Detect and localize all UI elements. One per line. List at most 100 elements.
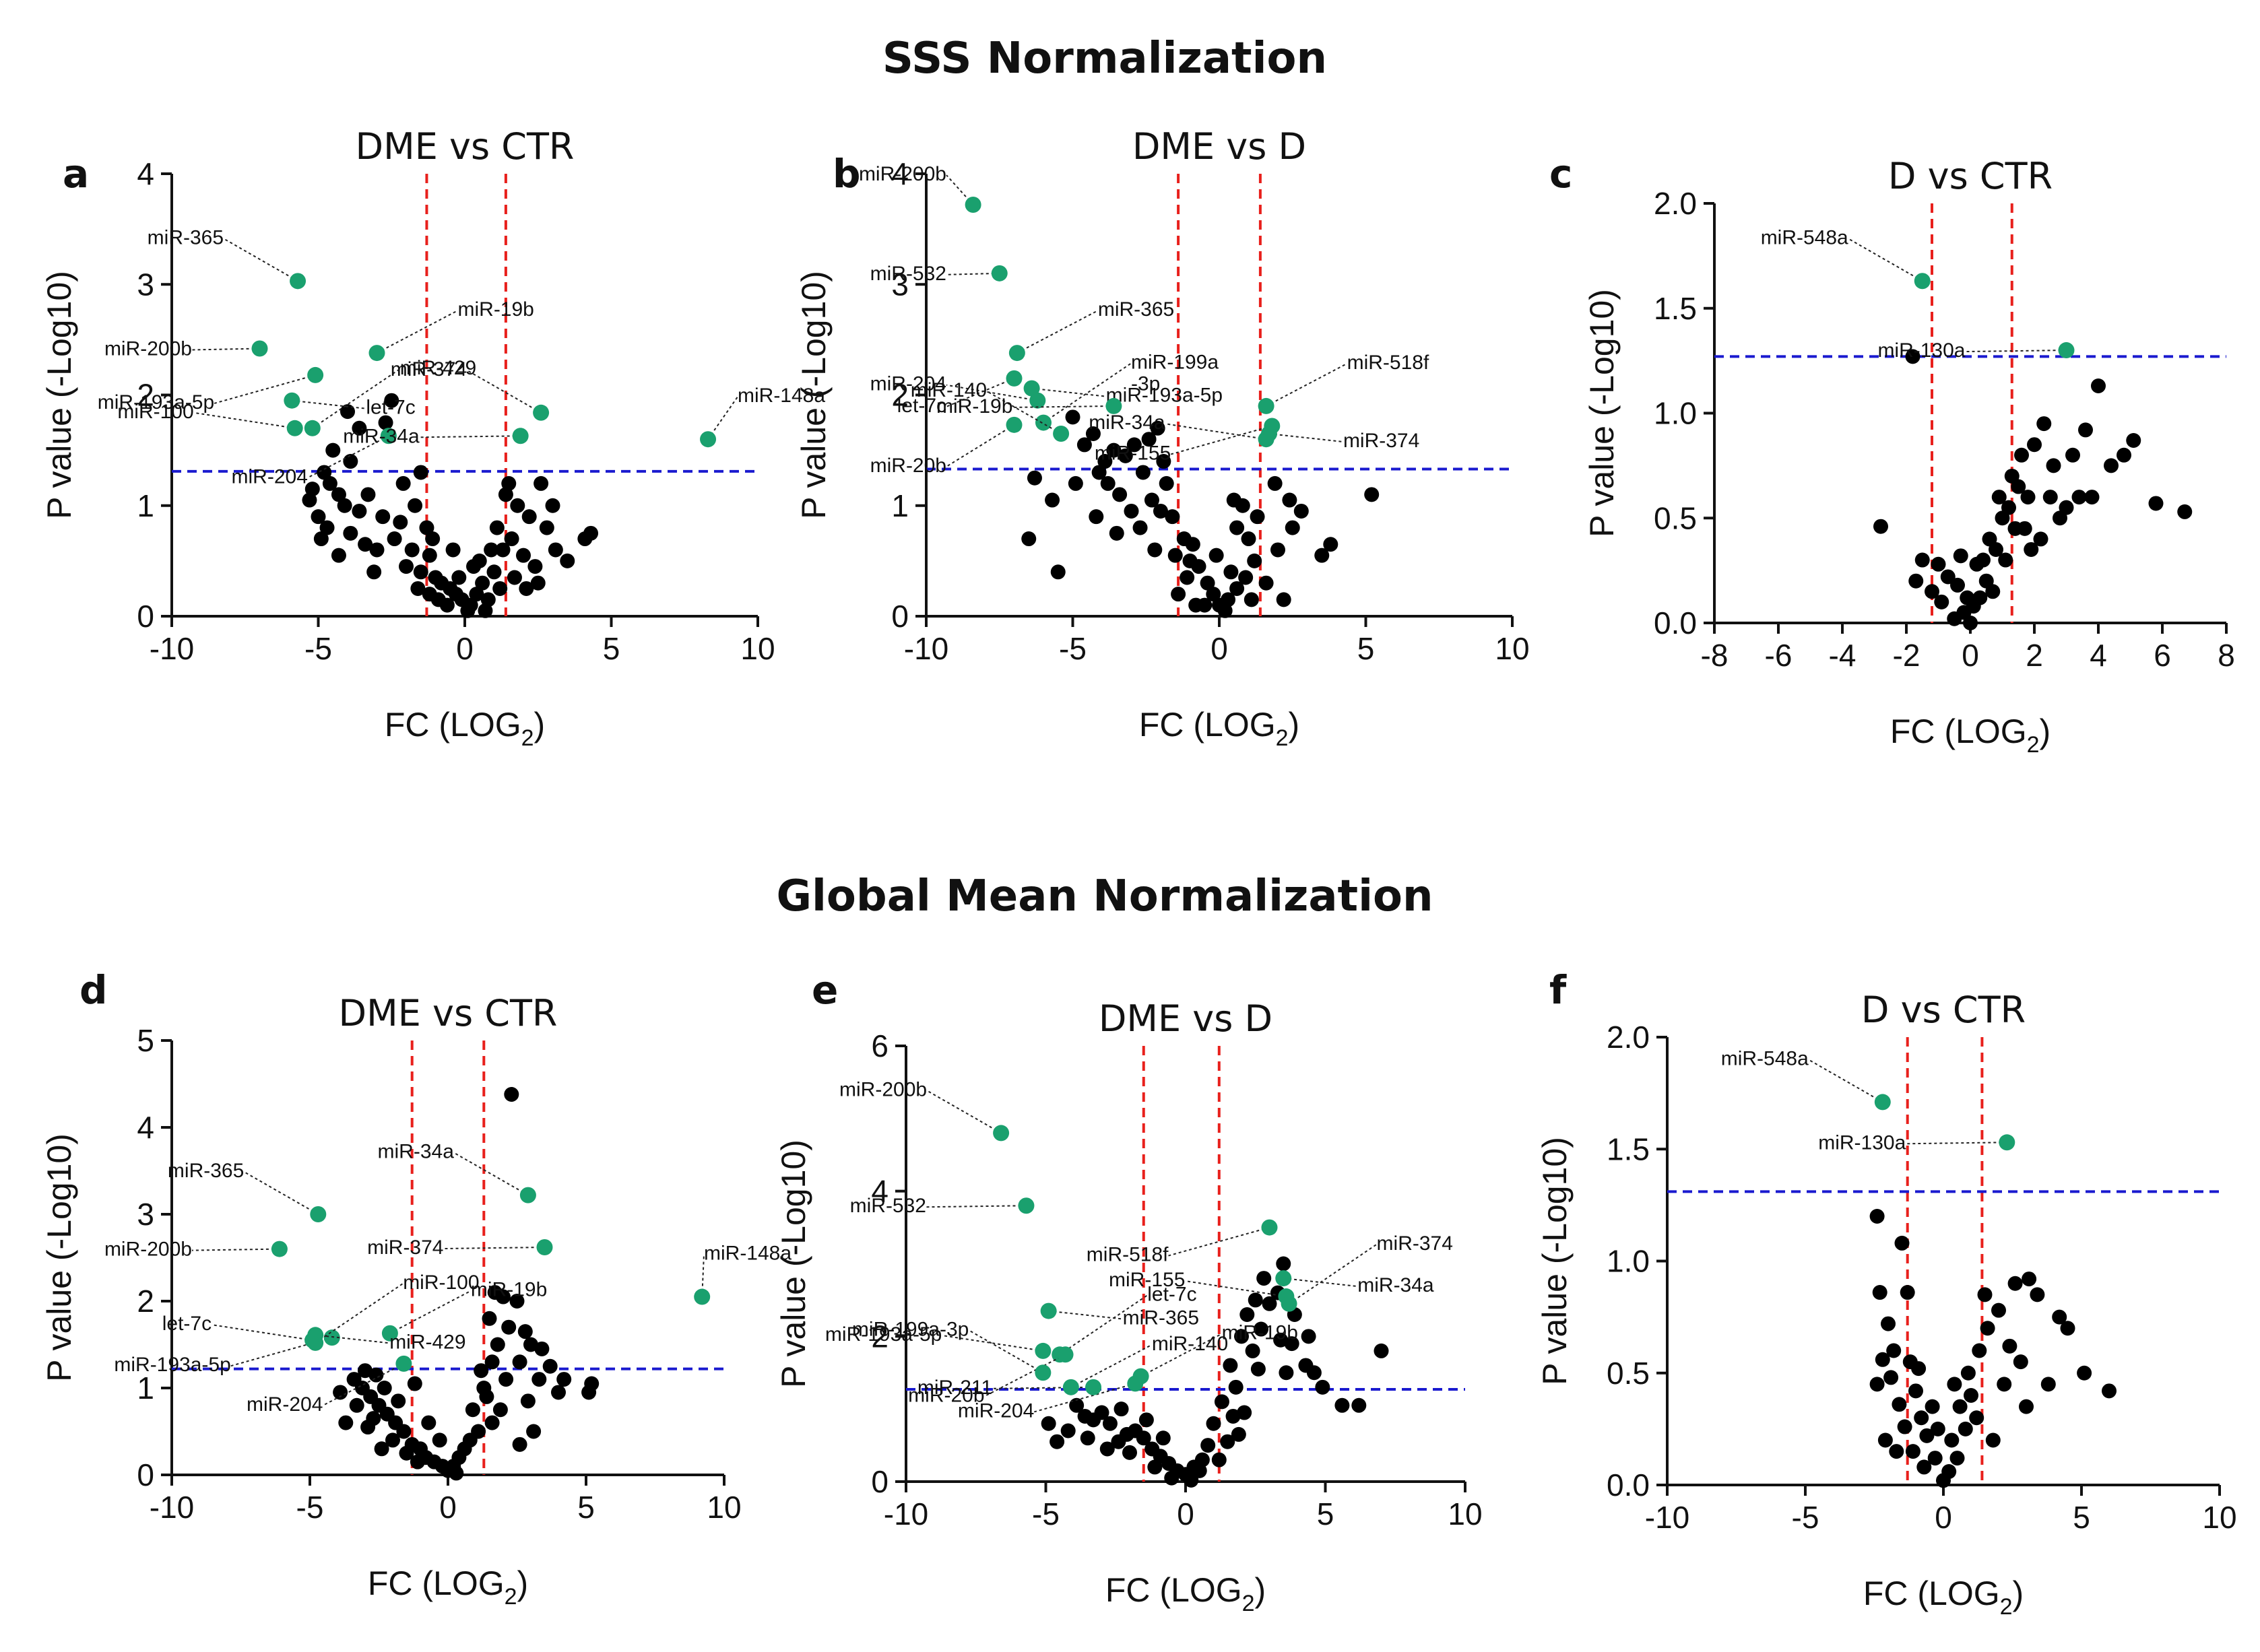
data-point [1267,475,1283,491]
annotation-leader [443,1247,545,1250]
data-point [1099,1441,1115,1457]
data-point [1256,1271,1272,1286]
annotation-leader [1266,363,1348,407]
data-point [583,525,599,541]
data-point [2046,458,2061,473]
x-axis-label-end: ) [1289,706,1300,744]
annotation-leader [312,368,401,429]
data-point [340,404,355,420]
data-point [1211,1452,1227,1467]
x-axis-label-end: ) [1255,1571,1266,1609]
data-point [2104,458,2119,473]
data-point [1889,1444,1904,1459]
data-point [422,548,437,563]
annotation-leader [1288,1243,1378,1304]
mirna-label: miR-211 [917,1377,992,1399]
data-point [399,559,414,574]
annotation-leader [946,272,1000,275]
data-point [526,1424,542,1439]
mirna-label: miR-365 [168,1160,244,1182]
x-tick-label: 6 [2154,638,2171,673]
significant-point [1029,392,1046,409]
data-point [2024,541,2039,557]
data-point [2013,1354,2028,1370]
data-point [560,553,575,568]
mirna-label: miR-200b [859,163,946,185]
significant-point [1035,1364,1052,1381]
mirna-label: miR-374 [1377,1232,1453,1255]
annotation-leader [1185,1280,1287,1298]
data-point [1167,548,1183,563]
data-point [1220,1434,1235,1449]
data-point [527,559,543,574]
x-axis-label-sub: 2 [1276,725,1289,751]
data-point [1897,1419,1912,1434]
y-tick-label: 0.0 [1654,605,1697,640]
mirna-label: miR-19b [936,395,1012,418]
data-point [534,1341,550,1356]
mirna-label-line: let-7c [897,395,946,417]
x-axis-label: FC (LOG2) [368,1564,528,1610]
annotation-leader [1171,425,1272,455]
mirna-label-line: miR-19b [936,395,1012,418]
x-axis-label-main: FC (LOG [1105,1571,1242,1609]
mirna-label-line: miR-200b [859,163,946,185]
x-tick-label: -5 [1059,631,1087,666]
data-point [2040,1377,2056,1392]
data-point [460,603,476,618]
significant-point [1085,1379,1102,1395]
data-point [1159,475,1174,491]
data-point [1916,1459,1932,1475]
x-tick-label: -10 [904,631,948,666]
mirna-label: miR-429 [400,357,476,379]
significant-point [1040,1302,1057,1319]
annotation-leader [214,374,316,404]
significant-point [965,196,981,213]
data-point [2091,378,2106,394]
mirna-label-line: -3p [1131,373,1160,395]
row-title-sss: SSS Normalization [882,34,1327,84]
data-point [1080,1430,1095,1446]
data-point [495,542,511,558]
data-point [1041,1416,1056,1431]
data-point [1050,564,1066,580]
mirna-label: miR-518f [1087,1244,1169,1266]
x-tick-label: 0 [1210,631,1228,666]
annotation-leader [946,384,1038,401]
data-point [419,520,434,535]
data-point [1276,1256,1291,1271]
data-point [2077,1365,2092,1381]
data-point [1060,1423,1076,1439]
data-point [1944,1432,1960,1448]
data-point [509,1294,525,1309]
x-tick-label: 5 [1357,631,1375,666]
y-tick-label: 3 [891,267,909,302]
mirna-label: miR-19b [458,298,534,321]
data-point [1229,520,1245,535]
data-point [498,1372,514,1387]
data-point [1905,349,1920,364]
significant-point [1281,1295,1297,1312]
x-tick-label: -5 [1032,1496,1060,1531]
annotation-leader [466,369,542,414]
annotation-leader [1048,1310,1123,1320]
data-point [1141,432,1157,447]
data-point [1914,552,1930,568]
significant-point [1008,345,1025,362]
mirna-label-line: miR-374 [1343,430,1419,452]
x-tick-label: 0 [1962,638,1979,673]
data-point [1315,1379,1330,1395]
panel-c: c D vs CTR -8 -6 -4 -2 0 2 4 6 8 0.0 0.5 1.0 1.5 2.0 FC … [1549,151,2235,758]
annotation-leader [419,435,521,438]
data-point [1940,569,1956,585]
data-point [484,1354,500,1370]
data-point [1964,1388,1978,1403]
data-point [2007,521,2023,536]
x-tick-label: 0 [1935,1500,1952,1535]
data-point [407,1376,422,1391]
mirna-label-line: miR-193a-5p [1106,385,1223,407]
significant-point [2058,342,2075,359]
data-point [530,575,546,591]
mirna-label-line: miR-374 [391,358,467,381]
